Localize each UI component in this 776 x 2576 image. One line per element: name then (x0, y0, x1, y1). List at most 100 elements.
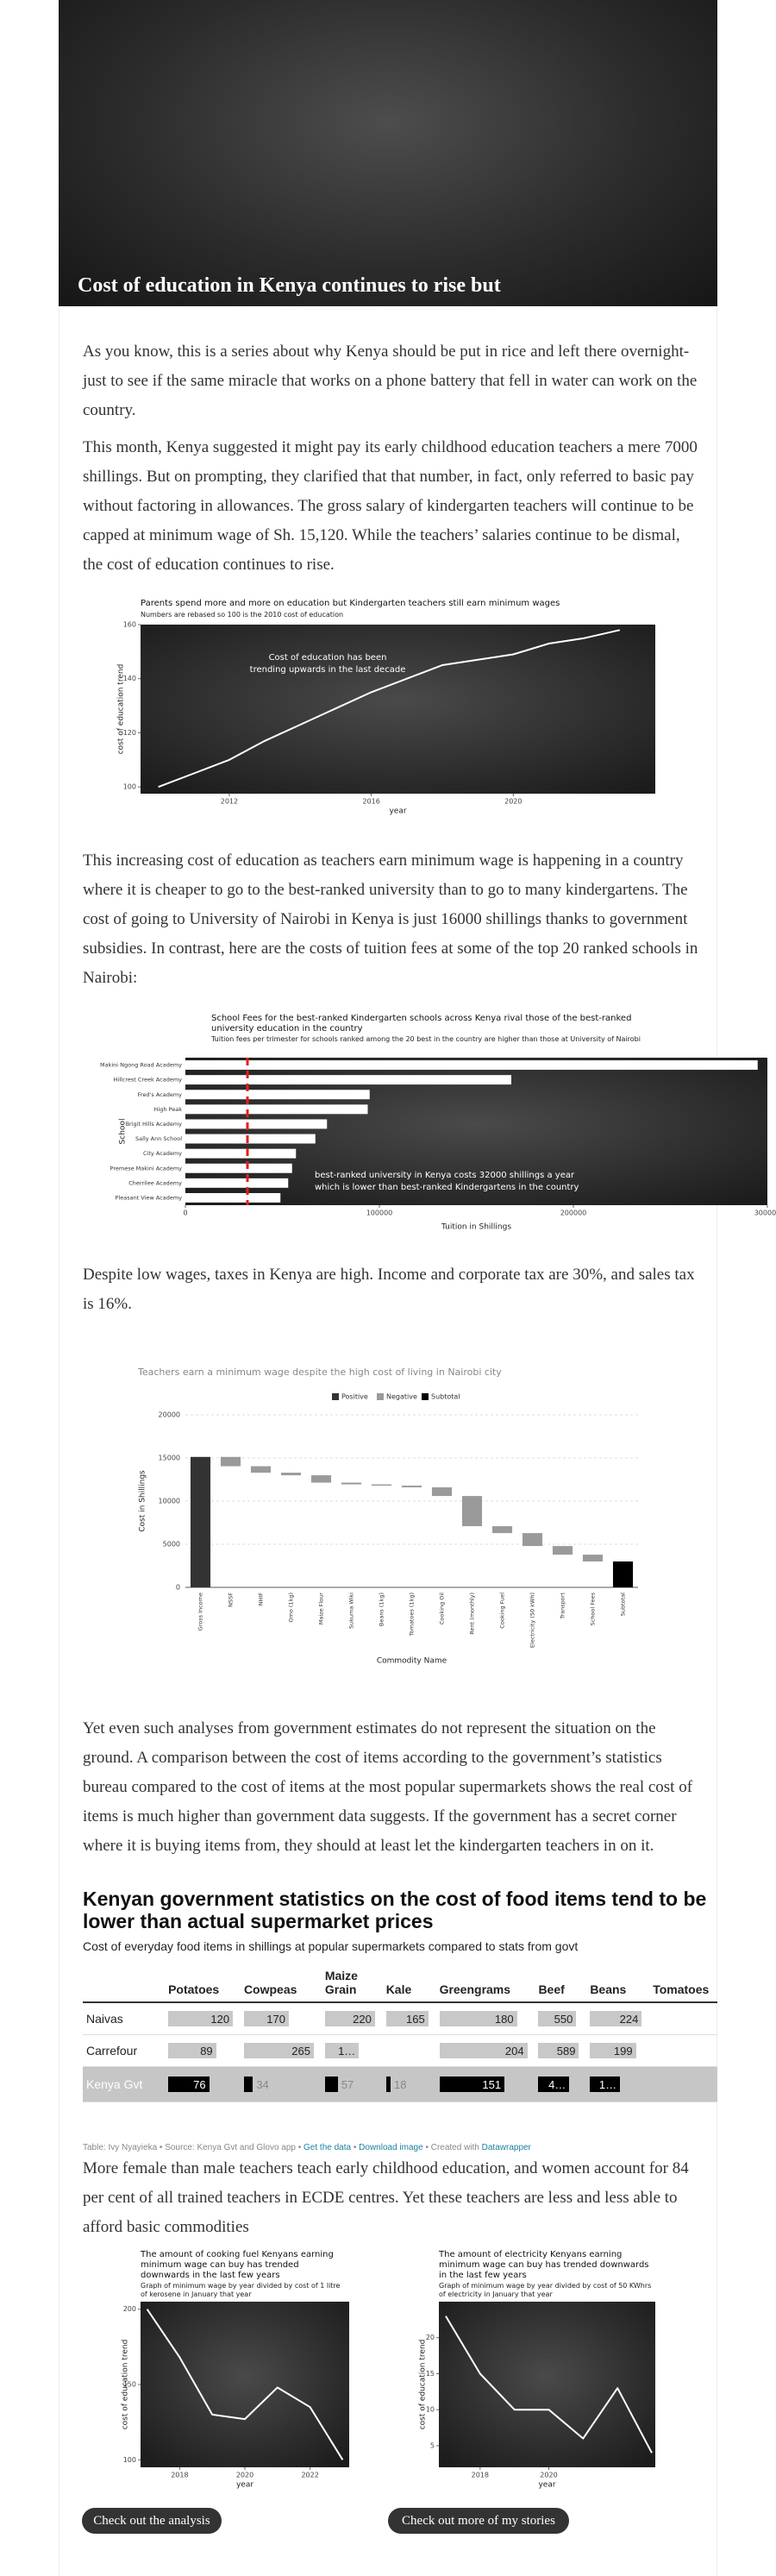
download-link[interactable]: Download image (359, 2143, 423, 2152)
chart-subtitle: Graph of minimum wage by year divided by… (439, 2282, 652, 2298)
table-cell (382, 2034, 436, 2067)
category-label: Cooking Fuel (499, 1593, 506, 1629)
cell-label: 204 (504, 2044, 524, 2058)
cell-bar: 165 (385, 2011, 429, 2026)
category-label: Transport (560, 1593, 566, 1620)
x-tick-label: 2018 (472, 2472, 489, 2479)
plot-background (439, 2302, 655, 2467)
y-tick-label: 160 (123, 621, 136, 629)
waterfall-bar (401, 1486, 422, 1488)
cell-label: 1… (598, 2077, 617, 2091)
corner-cell (83, 1969, 166, 2003)
chart-title: The amount of cooking fuel Kenyans earni… (141, 2250, 334, 2280)
table-cell: 1… (321, 2034, 383, 2067)
cell-bar: 120 (168, 2011, 234, 2026)
waterfall-bar (431, 1487, 453, 1497)
chart-subtitle: Numbers are rebased so 100 is the 2010 c… (141, 611, 344, 619)
cell-label: 1… (338, 2044, 356, 2058)
article-title: Cost of education in Kenya continues to … (78, 274, 501, 297)
category-label: NHIF (258, 1593, 265, 1606)
data-line (445, 2315, 653, 2453)
legend-swatch (422, 1393, 429, 1400)
y-tick-label: 15000 (159, 1454, 180, 1462)
column-header: Kale (382, 1969, 436, 2003)
cell-wrap: 550 (538, 2011, 583, 2026)
waterfall-bar (491, 1526, 513, 1534)
y-tick-label: 10000 (159, 1498, 180, 1505)
y-axis-label: School (119, 1119, 128, 1145)
table-row: Naivas 120 170 220 165 180 550 224 (83, 2002, 717, 2035)
cell-bar: 1… (324, 2043, 360, 2058)
column-header: Tomatoes (649, 1969, 717, 2003)
waterfall-bar (612, 1561, 634, 1587)
chart-subtitle: Graph of minimum wage by year divided by… (141, 2282, 341, 2298)
cell-bar (385, 2077, 391, 2092)
table-cell: 224 (586, 2002, 650, 2035)
annotation: Cost of education has been (269, 653, 387, 663)
bar (185, 1075, 511, 1085)
table-cell: 89 (165, 2034, 241, 2067)
cell-bar: 589 (538, 2043, 579, 2058)
cell-bar: 76 (168, 2077, 210, 2092)
x-tick-label: 300000 (754, 1209, 776, 1217)
cell-label: 89 (200, 2044, 213, 2058)
datawrapper-link[interactable]: Datawrapper (481, 2143, 531, 2152)
category-label: Cooking Oil (439, 1593, 446, 1624)
bar (185, 1178, 289, 1188)
waterfall-bar (371, 1484, 392, 1486)
category-label: Sally Ann School (135, 1135, 182, 1142)
cell-bar: 199 (590, 2043, 636, 2058)
cell-bar (243, 2077, 253, 2092)
cell-wrap: 4… (538, 2077, 583, 2092)
table-cell: 204 (435, 2034, 535, 2067)
table-cell: 550 (535, 2002, 587, 2035)
x-tick-label: 2020 (236, 2472, 253, 2479)
plot-background (141, 625, 655, 794)
category-label: Hillcrest Creek Academy (114, 1077, 183, 1084)
cell-label: 76 (193, 2077, 206, 2091)
category-label: Premese Makini Academy (110, 1165, 183, 1172)
legend-swatch (332, 1393, 339, 1400)
analysis-button[interactable]: Check out the analysis (82, 2508, 222, 2534)
y-axis-label: cost of education trend (122, 2340, 130, 2430)
chart-title: Parents spend more and more on education… (141, 599, 560, 608)
stories-button[interactable]: Check out more of my stories (388, 2508, 569, 2534)
cell-wrap: 34 (243, 2077, 318, 2092)
data-line (158, 629, 621, 789)
category-label: High Peak (154, 1106, 183, 1113)
table-cell: 165 (382, 2002, 436, 2035)
cell-label: 199 (613, 2044, 633, 2058)
category-label: Rent (monthly) (469, 1593, 476, 1635)
column-header: Potatoes (165, 1969, 241, 2003)
table-cell: 220 (321, 2002, 383, 2035)
table-cell: 1… (586, 2066, 650, 2102)
y-tick-label: 100 (123, 783, 136, 791)
y-tick-label: 140 (123, 675, 136, 682)
paragraph: As you know, this is a series about why … (83, 342, 698, 419)
waterfall-bar (552, 1546, 573, 1555)
cell-label: 224 (619, 2012, 639, 2026)
annotation: trending upwards in the last decade (250, 665, 406, 675)
category-label: Gross Income (197, 1593, 204, 1630)
y-tick-label: 120 (123, 729, 136, 737)
row-name: Naivas (83, 2002, 166, 2035)
annotation: which is lower than best-ranked Kinderga… (315, 1183, 579, 1192)
y-tick-label: 0 (176, 1584, 180, 1592)
get-data-link[interactable]: Get the data (304, 2143, 352, 2152)
category-label: Brigit Hills Academy (126, 1121, 183, 1128)
x-tick-label: 100000 (366, 1209, 393, 1217)
x-tick-label: 0 (183, 1209, 187, 1217)
y-tick-label: 20000 (159, 1411, 180, 1419)
bar (185, 1090, 370, 1100)
y-axis-label: cost of education trend (117, 664, 126, 755)
bar (185, 1119, 328, 1129)
category-label: Tomatoes (1kg) (409, 1593, 416, 1637)
table-cell: 265 (240, 2034, 322, 2067)
source-text: Table: Ivy Nyayieka • Source: Kenya Gvt … (83, 2143, 302, 2152)
cell-wrap: 589 (538, 2043, 583, 2058)
y-tick-label: 150 (123, 2381, 136, 2389)
cell-wrap: 76 (168, 2077, 237, 2092)
cell-label: 589 (556, 2044, 576, 2058)
